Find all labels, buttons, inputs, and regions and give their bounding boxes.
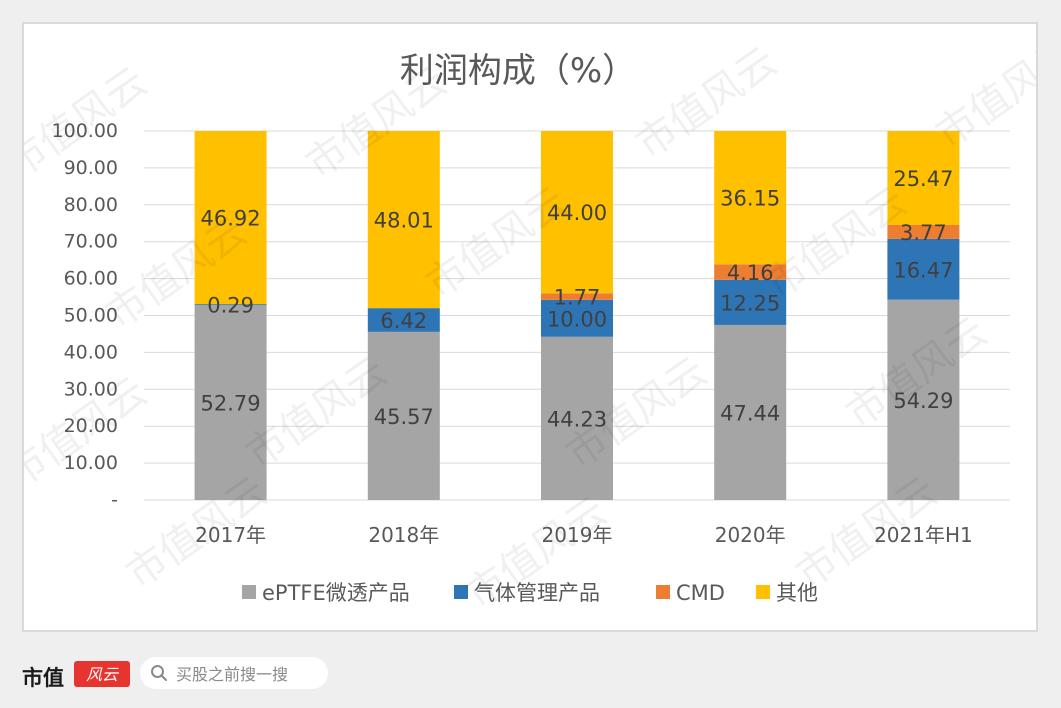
data-label: 0.29: [207, 294, 254, 318]
data-label: 44.23: [547, 407, 607, 431]
brand-logo: 风云: [74, 661, 130, 687]
chart-frame: 利润构成（%） - 10.00 20.00 30.00 40.00 50.00 60.00 7…: [22, 22, 1038, 632]
search-icon: [151, 665, 167, 681]
x-tick-label: 2019年: [542, 523, 613, 547]
legend-swatch: [656, 585, 670, 599]
data-label: 16.47: [893, 258, 953, 282]
bar-segment: [194, 305, 267, 500]
bar-segment: [714, 264, 787, 280]
data-label: 3.77: [900, 221, 947, 245]
bar-segment: [887, 238, 960, 300]
legend-swatch: [454, 585, 468, 599]
data-label: 10.00: [547, 307, 607, 331]
bar-segment: [714, 324, 787, 500]
data-label: 47.44: [720, 401, 780, 425]
data-label: 25.47: [893, 167, 953, 191]
bar-segment: [714, 279, 787, 325]
bar-segment: [194, 131, 267, 305]
x-tick-label: 2021年H1: [874, 523, 973, 547]
bar-segment: [367, 308, 440, 332]
legend-label: CMD: [676, 581, 725, 605]
y-tick-label: 70.00: [64, 231, 118, 253]
data-label: 12.25: [720, 291, 780, 315]
bar-segment: [541, 293, 613, 300]
search-box[interactable]: 买股之前搜一搜: [140, 657, 328, 689]
data-label: 46.92: [201, 207, 261, 231]
bar-segment: [887, 299, 960, 500]
y-tick-label: 60.00: [64, 268, 118, 290]
bar-segment: [194, 304, 267, 306]
bar-segment: [541, 299, 613, 337]
data-label: 6.42: [380, 309, 427, 333]
stacked-bar-chart: 利润构成（%） - 10.00 20.00 30.00 40.00 50.00 60.00 7…: [24, 29, 1036, 618]
data-label: 52.79: [201, 392, 261, 416]
y-tick-label: 80.00: [64, 194, 118, 216]
y-tick-label: 40.00: [64, 341, 118, 363]
data-label: 45.57: [374, 405, 434, 429]
x-tick-label: 2020年: [715, 523, 786, 547]
search-placeholder: 买股之前搜一搜: [176, 665, 289, 684]
x-tick-label: 2018年: [368, 523, 439, 547]
data-label: 36.15: [720, 187, 780, 211]
brand-name: 市值: [22, 666, 64, 690]
y-tick-label: -: [111, 489, 118, 511]
y-tick-label: 30.00: [64, 378, 118, 400]
bar-segment: [367, 331, 440, 500]
footer: 市值 风云 买股之前搜一搜: [0, 640, 1061, 708]
bar-segment: [541, 336, 613, 500]
legend-swatch: [242, 585, 256, 599]
legend-label: ePTFE微透产品: [262, 581, 410, 605]
legend-swatch: [756, 585, 770, 599]
bar-segment: [367, 131, 440, 309]
bar-segment: [887, 224, 960, 239]
data-label: 4.16: [727, 261, 774, 285]
y-tick-label: 50.00: [64, 305, 118, 327]
y-tick-label: 10.00: [64, 452, 118, 474]
x-tick-label: 2017年: [195, 523, 266, 547]
data-label: 1.77: [554, 286, 601, 310]
data-label: 54.29: [893, 389, 953, 413]
bar-segment: [714, 131, 787, 265]
y-tick-label: 90.00: [64, 157, 118, 179]
data-label: 44.00: [547, 201, 607, 225]
data-label: 48.01: [374, 209, 434, 233]
bar-segment: [887, 131, 960, 225]
legend-label: 气体管理产品: [474, 581, 600, 605]
legend-label: 其他: [776, 581, 818, 605]
watermark: 市值风云: [928, 29, 1036, 158]
bar-segment: [541, 131, 613, 294]
y-tick-label: 100.00: [52, 120, 118, 142]
chart-title: 利润构成（%）: [400, 51, 636, 91]
y-tick-label: 20.00: [64, 415, 118, 437]
brand-logo-text: 风云: [86, 665, 120, 684]
